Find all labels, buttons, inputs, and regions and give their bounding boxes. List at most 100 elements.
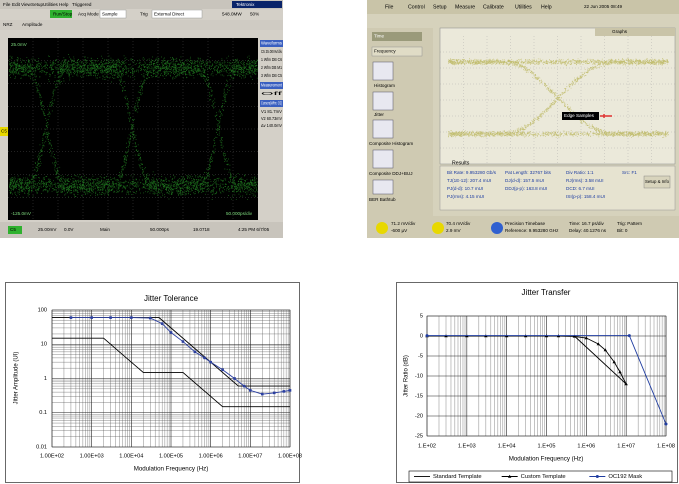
marker: [243, 385, 246, 388]
marker: [130, 316, 133, 319]
y-tick-label: 100: [38, 307, 47, 313]
ui-text: 4:25 PM 6/7/05: [238, 227, 270, 232]
ui-text: DCD: 6.7 mUI: [566, 186, 595, 191]
ui-text: C5 25.00mV/div: [261, 49, 282, 54]
x-tick-label: 1.00E+08: [278, 453, 302, 459]
ui-text: Measurement: [261, 83, 283, 88]
ui-text: Main: [100, 227, 110, 232]
legend-label: Custom Template: [521, 474, 566, 480]
ui-text: PJ(d-d): 10.7 mUI: [447, 186, 483, 191]
ui-text: V2 60.73mV: [261, 116, 283, 121]
graphs-tab[interactable]: [595, 28, 675, 36]
ui-text: DDJ(p-p): 163.8 mUI: [505, 186, 547, 191]
marker: [273, 392, 276, 395]
ui-text: Graphs: [612, 29, 628, 34]
y-axis-label: Jitter Amplitude (UI): [14, 352, 20, 405]
marker: [233, 377, 236, 380]
ui-text: Waveforms: [261, 41, 283, 46]
y-tick-label: 5: [420, 313, 423, 319]
ui-text: Histogram: [374, 83, 395, 88]
chart-title: Jitter Transfer: [522, 288, 571, 297]
ui-text: Tektronix: [236, 2, 255, 7]
ui-text: Help: [59, 2, 69, 7]
ui-text: Control: [408, 4, 425, 10]
ui-text: Bit Rate: 9.953280 Gb/s: [447, 170, 497, 175]
ui-text: Sample: [102, 11, 118, 16]
ui-text: Triggered: [72, 2, 92, 7]
marker: [70, 316, 73, 319]
y-tick-label: -20: [415, 413, 423, 419]
ui-text: Time: [374, 34, 384, 39]
marker: [203, 357, 206, 360]
legend-label: OC192 Mask: [608, 474, 642, 480]
ui-text: Δv 140.0mV: [261, 123, 283, 128]
ui-text: 548.0MW: [222, 11, 242, 16]
x-tick-label: 1.E+07: [617, 443, 635, 449]
marker: [170, 331, 173, 334]
y-tick-label: 0: [420, 333, 423, 339]
ui-text: 50.000ps: [150, 227, 170, 232]
page: FileEditViewSetupUtilitiesHelpTriggeredT…: [0, 0, 679, 484]
ui-text: C5: [1, 129, 7, 134]
marker: [596, 475, 599, 478]
ui-text: -125.0mV: [11, 211, 32, 216]
x-tick-label: 1.E+03: [458, 443, 476, 449]
chart-title: Jitter Tolerance: [144, 294, 199, 303]
ui-text: Utilities: [515, 4, 532, 10]
ui-text: Frequency: [374, 49, 396, 54]
ui-text: File: [3, 2, 11, 7]
ui-text: Run/Stop: [53, 11, 73, 16]
ui-text: Cursors(Wfm: C5): [261, 101, 282, 106]
ui-text: Edit: [12, 2, 21, 7]
toolbar-row: [0, 20, 283, 30]
ui-text: Composite DDJ+BUJ: [369, 171, 413, 176]
ui-text: Trig: Pattern: [617, 221, 643, 226]
ui-text: V1 81.7mV: [261, 109, 283, 114]
ui-text: Calibrate: [483, 4, 504, 10]
ui-text: 3 Wfm DB C5: [261, 73, 282, 78]
ui-text: View: [21, 2, 32, 7]
x-tick-label: 1.00E+04: [119, 453, 143, 459]
marker: [249, 389, 252, 392]
ui-text: File: [385, 4, 393, 10]
marker: [665, 423, 668, 426]
marker: [289, 389, 292, 392]
ui-text: 71.2 mV/div: [391, 221, 416, 226]
ui-text: Setup: [433, 4, 447, 10]
ui-text: 50.000ps/div: [226, 211, 253, 216]
marker: [426, 334, 429, 337]
ui-text: PJ(rms): 4.15 mUI: [447, 194, 484, 199]
marker: [628, 334, 631, 337]
y-tick-label: -25: [415, 433, 423, 439]
x-axis-label: Modulation Frequency (Hz): [134, 466, 209, 473]
x-tick-label: 1.E+02: [418, 443, 436, 449]
ui-text: Setup & Info: [645, 179, 669, 184]
channel-dot: [376, 222, 388, 234]
y-axis-label: Jitter Ratio (dB): [404, 355, 410, 397]
ui-text: External Direct: [154, 11, 185, 16]
ui-text: Utilities: [43, 2, 59, 7]
ui-text: C5: [10, 227, 16, 232]
x-axis-label: Modulation Frequency (Hz): [509, 456, 584, 463]
x-tick-label: 1.00E+05: [159, 453, 183, 459]
ui-text: Pat Length: 32767 bits: [505, 170, 552, 175]
marker: [149, 317, 152, 320]
ui-text: NRZ: [3, 22, 13, 27]
y-tick-label: -5: [418, 353, 423, 359]
marker: [109, 316, 112, 319]
ui-text: Trig: [140, 11, 148, 16]
y-tick-label: -10: [415, 373, 423, 379]
ui-text: Amplitude: [22, 22, 43, 27]
ui-text: -600 µV: [391, 228, 408, 233]
ui-text: ISI(p-p): 158.4 mUI: [566, 194, 605, 199]
marker: [209, 361, 212, 364]
ui-text: Measure: [455, 4, 475, 10]
ui-text: Edge Samples: [564, 113, 595, 118]
legend-label: Standard Template: [433, 474, 482, 480]
y-tick-label: -15: [415, 393, 423, 399]
ui-text: Time: 16.7 ps/div: [569, 221, 605, 226]
ui-text: DJ(d-d): 157.5 mUI: [505, 178, 544, 183]
marker: [283, 390, 286, 393]
ui-text: 2.9 mV: [446, 228, 461, 233]
page-canvas: FileEditViewSetupUtilitiesHelpTriggeredT…: [0, 0, 679, 484]
